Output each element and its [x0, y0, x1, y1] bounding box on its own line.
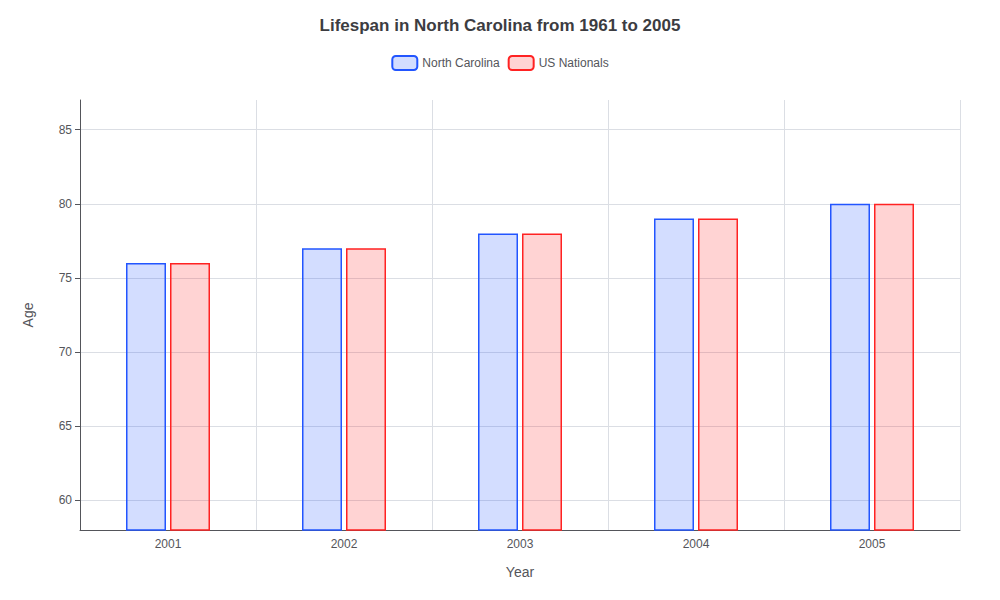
svg-text:2001: 2001	[155, 537, 182, 551]
svg-text:Lifespan in North Carolina fro: Lifespan in North Carolina from 1961 to …	[320, 16, 681, 35]
svg-text:Year: Year	[506, 564, 535, 580]
svg-text:80: 80	[59, 197, 73, 211]
svg-text:Age: Age	[20, 302, 36, 327]
svg-text:North Carolina: North Carolina	[422, 56, 500, 70]
svg-text:2003: 2003	[507, 537, 534, 551]
svg-text:70: 70	[59, 345, 73, 359]
svg-text:2004: 2004	[683, 537, 710, 551]
svg-text:2002: 2002	[331, 537, 358, 551]
svg-text:75: 75	[59, 271, 73, 285]
svg-text:85: 85	[59, 123, 73, 137]
svg-text:2005: 2005	[859, 537, 886, 551]
svg-text:US Nationals: US Nationals	[539, 56, 609, 70]
svg-text:65: 65	[59, 419, 73, 433]
svg-text:60: 60	[59, 493, 73, 507]
